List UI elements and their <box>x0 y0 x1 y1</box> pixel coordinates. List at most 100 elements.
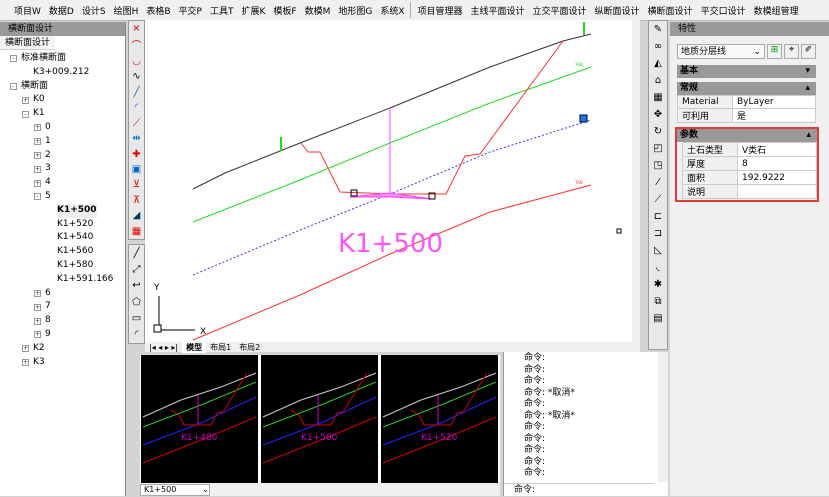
tree-node[interactable]: + K2 <box>0 342 125 356</box>
section-params[interactable]: 参数 ▴ <box>677 129 817 142</box>
extend-icon[interactable]: ⟋ <box>654 194 662 205</box>
array-icon[interactable]: ▦ <box>653 92 663 103</box>
tree-node[interactable]: +6 <box>0 287 125 301</box>
property-value[interactable]: 是 <box>732 108 816 123</box>
tab-nav-icon[interactable]: |◂ ◂ ▸ ▸| <box>149 342 179 352</box>
property-row[interactable]: Material ByLayer <box>677 95 816 109</box>
menu-item[interactable]: 工具T <box>209 6 234 17</box>
quick-select-icon[interactable]: ⌖ <box>784 44 799 59</box>
expand-icon[interactable]: + <box>34 317 41 325</box>
tree-node[interactable]: K1+591.166 <box>0 273 125 287</box>
property-row[interactable]: 面积 192.9222 <box>682 170 817 185</box>
expand-icon[interactable]: + <box>22 358 29 366</box>
tree-node[interactable]: K3+009.212 <box>0 66 125 80</box>
arc-draw-icon[interactable]: ◜ <box>134 329 139 341</box>
tab-layout1[interactable]: 布局1 <box>210 342 232 352</box>
scale-icon[interactable]: ◰ <box>653 143 663 154</box>
polyline-icon[interactable]: ∿ <box>132 71 141 83</box>
menu-item[interactable]: 表格B <box>146 6 171 17</box>
section-thumbnail[interactable]: K1+500 <box>261 355 378 483</box>
stamp-icon[interactable]: ⌂ <box>654 75 662 86</box>
link-icon[interactable]: ∞ <box>653 41 663 52</box>
tree-node[interactable]: +2 <box>0 149 125 163</box>
copy-icon[interactable]: ⧉ <box>654 296 662 307</box>
expand-icon[interactable]: + <box>34 303 41 311</box>
draw-line-icon[interactable]: ╱ <box>133 247 140 259</box>
polyline-draw-icon[interactable]: ↩ <box>132 280 141 292</box>
menu-item[interactable]: 数模M <box>304 6 331 17</box>
tree-node[interactable]: K1+540 <box>0 231 125 245</box>
rectangle-icon[interactable]: ▭ <box>131 312 142 324</box>
property-value[interactable]: ByLayer <box>732 95 816 109</box>
menu-item[interactable]: 项目W <box>14 6 41 17</box>
property-value[interactable]: 8 <box>737 156 817 171</box>
property-value[interactable]: 192.9222 <box>737 170 817 185</box>
polygon-icon[interactable]: ⬠ <box>132 296 141 308</box>
chamfer-icon[interactable]: ◺ <box>654 245 662 256</box>
offset-icon[interactable]: ⇹ <box>132 133 141 145</box>
tree-node[interactable]: +4 <box>0 176 125 190</box>
thumb-horizontal-scrollbar[interactable] <box>210 485 500 495</box>
property-row[interactable]: 土石类型 V类石 <box>682 142 817 157</box>
ditch2-icon[interactable]: ⊼ <box>132 194 141 206</box>
tree-node[interactable]: +0 <box>0 121 125 135</box>
move-icon[interactable]: ✥ <box>653 109 663 120</box>
construction-line-icon[interactable]: ⤢ <box>132 263 141 275</box>
ditch-icon[interactable]: ⊻ <box>132 179 141 191</box>
expand-icon[interactable]: + <box>22 96 29 104</box>
expand-icon[interactable]: + <box>34 165 41 173</box>
trim-icon[interactable]: ⁄ <box>657 177 659 188</box>
menu-item[interactable]: 横断面设计 <box>647 6 693 17</box>
menu-item[interactable]: 纵断面设计 <box>594 6 640 17</box>
menu-item[interactable]: 设计S <box>81 6 106 17</box>
tree-node[interactable]: K1+580 <box>0 259 125 273</box>
insert-icon[interactable]: ✚ <box>132 148 141 160</box>
fillet-icon[interactable]: ◟ <box>656 262 660 273</box>
arc-down-icon[interactable]: ◡ <box>132 55 141 67</box>
tree-node[interactable]: - K1 <box>0 107 125 121</box>
drawing-vertical-scrollbar[interactable] <box>632 20 640 342</box>
collapse-icon[interactable]: - <box>10 55 17 63</box>
slope-icon[interactable]: ⟋ <box>133 117 140 129</box>
tree-node[interactable]: +9 <box>0 328 125 342</box>
expand-icon[interactable]: + <box>34 289 41 297</box>
section-basic[interactable]: 基本 ▾ <box>677 65 816 78</box>
join-icon[interactable]: ⊐ <box>653 228 663 239</box>
collapse-icon[interactable]: - <box>10 82 17 90</box>
break-icon[interactable]: ⊏ <box>653 211 663 222</box>
command-scrollbar[interactable] <box>658 352 668 482</box>
tree-node[interactable]: +8 <box>0 314 125 328</box>
section-thumbnail[interactable]: K1+480 <box>141 355 258 483</box>
menu-item[interactable]: 扩展K <box>241 6 266 17</box>
menu-item[interactable]: 平交P <box>178 6 202 17</box>
menu-item[interactable]: 数模组管理 <box>753 6 799 17</box>
tree-node[interactable]: +7 <box>0 300 125 314</box>
expand-icon[interactable]: + <box>34 179 41 187</box>
chart-icon[interactable]: ▦ <box>131 225 142 237</box>
tree-node[interactable]: -5 <box>0 190 125 204</box>
property-row[interactable]: 可利用是 <box>677 108 816 123</box>
expand-icon[interactable]: + <box>34 124 41 132</box>
toggle-pickadd-icon[interactable]: ✐ <box>801 44 816 59</box>
menu-item[interactable]: 主线平面设计 <box>470 6 525 17</box>
tree-node[interactable]: K1+500 <box>0 203 125 218</box>
drawing-canvas[interactable]: TAB TAB K1+500 Y X <box>145 20 632 342</box>
section-thumbnail[interactable]: K1+520 <box>381 355 498 483</box>
section-general[interactable]: 常规 ▴ <box>677 82 816 95</box>
line-icon[interactable]: ╱ <box>133 86 140 98</box>
section-tool-icon[interactable]: ⨯ <box>132 23 141 35</box>
command-input[interactable]: 命令: <box>504 483 654 496</box>
menu-item[interactable]: 立交平面设计 <box>532 6 587 17</box>
collapse-icon[interactable]: - <box>34 193 41 201</box>
layer-select[interactable]: 地质分层线 ⌄ <box>677 44 765 59</box>
menu-item[interactable]: 数据D <box>48 6 74 17</box>
expand-icon[interactable]: + <box>34 138 41 146</box>
tree-node[interactable]: +1 <box>0 135 125 149</box>
select-box-icon[interactable]: ▣ <box>131 163 142 175</box>
station-select[interactable]: K1+500 ⌄ <box>140 483 210 496</box>
tree-node[interactable]: K1+520 <box>0 218 125 232</box>
expand-icon[interactable]: + <box>34 331 41 339</box>
rotate-icon[interactable]: ↻ <box>653 126 663 137</box>
stretch-icon[interactable]: ◳ <box>653 160 663 171</box>
menu-item[interactable]: 平交口设计 <box>700 6 746 17</box>
